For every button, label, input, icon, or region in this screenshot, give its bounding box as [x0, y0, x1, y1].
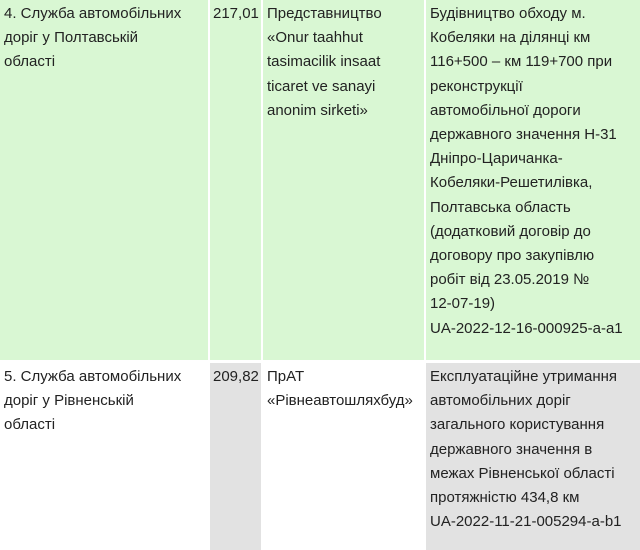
- customer-cell: 5. Служба автомобільних доріг у Рівненсь…: [0, 363, 208, 550]
- customer-cell: 4. Служба автомобільних доріг у Полтавсь…: [0, 0, 208, 360]
- subject-cell: Будівництво обходу м. Кобеляки на ділянц…: [426, 0, 640, 360]
- contractor-cell: ПрАТ «Рівнеавтошляхбуд»: [263, 363, 424, 550]
- amount-cell: 217,01: [210, 0, 261, 360]
- amount-cell: 209,82: [210, 363, 261, 550]
- subject-cell: Експлуатаційне утримання автомобільних д…: [426, 363, 640, 550]
- contractor-cell: Представництво «Onur taahhut tasimacilik…: [263, 0, 424, 360]
